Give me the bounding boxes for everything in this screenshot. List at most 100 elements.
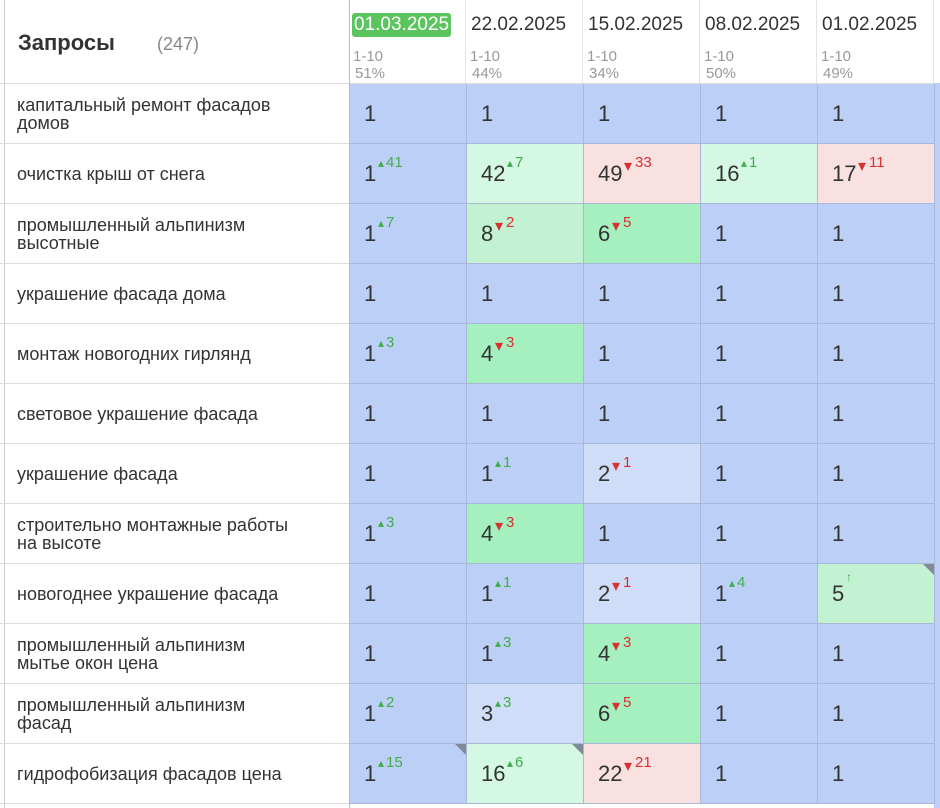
position-cell: 1 ▴ 1 xyxy=(467,564,584,624)
position-cell: 2 ▾ 1 xyxy=(584,444,701,504)
position-cell: 1 xyxy=(818,384,935,444)
column-percent: 44% xyxy=(472,65,503,82)
position-cell: 1 xyxy=(818,84,935,144)
column-percent: 50% xyxy=(706,65,737,82)
query-text: промышленный альпинизм высотные xyxy=(17,215,246,253)
position-value: 1 xyxy=(598,341,611,366)
position-cell: 1 xyxy=(701,624,818,684)
query-text: строительно монтажные работы на высоте xyxy=(17,515,289,553)
position-value: 1 xyxy=(598,401,611,426)
position-cell: 1 xyxy=(701,204,818,264)
column-percent: 51% xyxy=(355,65,386,82)
row-divider xyxy=(0,803,349,804)
query-text: новогоднее украшение фасада xyxy=(17,584,279,604)
position-value: 4 xyxy=(481,341,494,366)
change-arrow: ▴ xyxy=(378,696,385,710)
query-text: очистка крыш от снега xyxy=(17,164,205,184)
change-arrow: ↑ xyxy=(846,570,852,584)
column-range: 1-10 xyxy=(470,48,501,65)
position-value: 6 xyxy=(598,701,611,726)
position-cell: 8 ▾ 2 xyxy=(467,204,584,264)
position-cell: 4 ▾ 3 xyxy=(467,504,584,564)
position-value: 1 xyxy=(715,701,728,726)
query-label: световое украшение фасада xyxy=(17,384,293,444)
position-cell: 5 ↑ xyxy=(818,564,935,624)
change-value: 3 xyxy=(386,514,395,531)
column-date: 22.02.2025 xyxy=(471,14,567,35)
note-marker xyxy=(455,744,466,755)
position-cell: 1 xyxy=(584,324,701,384)
position-cell: 1 xyxy=(350,84,467,144)
change-arrow: ▾ xyxy=(612,698,621,715)
change-value: 2 xyxy=(506,214,515,231)
change-arrow: ▴ xyxy=(495,576,502,590)
position-value: 1 xyxy=(364,281,377,306)
change-value: 7 xyxy=(386,214,395,231)
change-value: 3 xyxy=(386,334,395,351)
row-divider xyxy=(0,683,349,684)
query-text: монтаж новогодних гирлянд xyxy=(17,344,251,364)
position-value: 1 xyxy=(364,641,377,666)
position-cell: 1 xyxy=(818,324,935,384)
position-value: 8 xyxy=(481,221,494,246)
row-divider xyxy=(0,503,349,504)
change-value: 1 xyxy=(503,574,512,591)
change-arrow: ▾ xyxy=(624,158,633,175)
position-cell: 1 xyxy=(584,84,701,144)
change-value: 1 xyxy=(749,154,758,171)
position-cell: 3 ▴ 3 xyxy=(467,684,584,744)
position-value: 1 xyxy=(364,161,377,186)
position-value: 1 xyxy=(832,341,845,366)
position-value: 1 xyxy=(364,101,377,126)
column-range: 1-10 xyxy=(353,48,384,65)
position-value: 1 xyxy=(715,521,728,546)
query-label: монтаж новогодних гирлянд xyxy=(17,324,293,384)
position-cell: 1 xyxy=(701,324,818,384)
position-value: 49 xyxy=(598,161,623,186)
change-value: 3 xyxy=(503,694,512,711)
position-value: 1 xyxy=(832,101,845,126)
column-date: 15.02.2025 xyxy=(588,14,684,35)
position-value: 16 xyxy=(481,761,506,786)
query-text: световое украшение фасада xyxy=(17,404,258,424)
position-value: 1 xyxy=(364,401,377,426)
position-cell: 1 ▴ 4 xyxy=(701,564,818,624)
position-cell: 42 ▴ 7 xyxy=(467,144,584,204)
column-percent: 34% xyxy=(589,65,620,82)
row-divider xyxy=(0,323,349,324)
position-cell: 1 ▴ 3 xyxy=(350,504,467,564)
position-value: 4 xyxy=(598,641,611,666)
change-arrow: ▾ xyxy=(612,218,621,235)
position-value: 1 xyxy=(364,221,377,246)
column-range: 1-10 xyxy=(821,48,852,65)
change-value: 2 xyxy=(386,694,395,711)
position-cell: 1 xyxy=(701,264,818,324)
row-divider xyxy=(0,263,349,264)
change-value: 4 xyxy=(737,574,746,591)
position-cell: 1 xyxy=(701,504,818,564)
row-divider xyxy=(0,203,349,204)
position-value: 2 xyxy=(598,461,611,486)
position-value: 1 xyxy=(364,461,377,486)
header-separator xyxy=(582,0,583,83)
position-cell: 1 xyxy=(467,84,584,144)
query-label: новогоднее украшение фасада xyxy=(17,564,293,624)
position-cell: 1 ▴ 15 xyxy=(350,744,467,804)
change-arrow: ▾ xyxy=(612,458,621,475)
position-cell: 1 xyxy=(701,744,818,804)
position-cell: 1 xyxy=(350,264,467,324)
change-arrow: ▴ xyxy=(507,756,514,770)
position-cell: 1 ▴ 1 xyxy=(467,444,584,504)
position-value: 1 xyxy=(832,221,845,246)
query-label: промышленный альпинизм мытье окон цена xyxy=(17,624,293,684)
position-value: 3 xyxy=(481,701,494,726)
position-value: 4 xyxy=(481,521,494,546)
note-marker xyxy=(572,744,583,755)
change-arrow: ▾ xyxy=(495,338,504,355)
next-column-strip xyxy=(934,83,940,808)
change-arrow: ▾ xyxy=(612,638,621,655)
position-value: 1 xyxy=(832,701,845,726)
position-value: 1 xyxy=(832,281,845,306)
position-value: 1 xyxy=(715,641,728,666)
